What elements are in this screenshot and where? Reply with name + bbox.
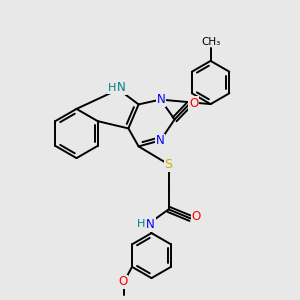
Text: S: S xyxy=(165,158,172,171)
Text: O: O xyxy=(118,275,127,288)
Text: H: H xyxy=(108,83,116,93)
Text: CH₃: CH₃ xyxy=(202,37,221,47)
Text: O: O xyxy=(191,209,200,223)
Text: H: H xyxy=(137,219,145,230)
Text: N: N xyxy=(157,93,166,106)
Text: N: N xyxy=(117,81,126,94)
Text: O: O xyxy=(189,97,198,110)
Text: N: N xyxy=(146,218,155,231)
Text: N: N xyxy=(155,134,164,148)
